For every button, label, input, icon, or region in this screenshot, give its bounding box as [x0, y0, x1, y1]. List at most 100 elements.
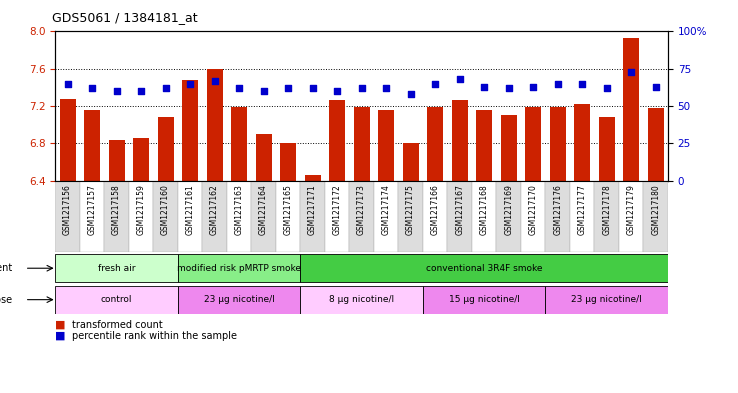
Text: agent: agent — [0, 263, 13, 273]
Bar — [84, 110, 100, 181]
Bar — [202, 181, 227, 252]
Bar — [300, 285, 423, 314]
Point — [454, 76, 466, 83]
Point — [282, 85, 294, 91]
Point — [111, 88, 123, 94]
Point — [430, 81, 441, 87]
Text: 23 μg nicotine/l: 23 μg nicotine/l — [204, 295, 275, 304]
Point — [380, 85, 392, 91]
Text: GSM1217167: GSM1217167 — [455, 184, 464, 235]
Bar — [497, 181, 521, 252]
Text: GSM1217178: GSM1217178 — [602, 184, 611, 235]
Bar — [472, 181, 497, 252]
Text: dose: dose — [0, 295, 13, 305]
Bar — [300, 254, 668, 282]
Bar — [570, 181, 594, 252]
Bar — [594, 181, 619, 252]
Point — [404, 91, 416, 97]
Point — [233, 85, 245, 91]
Text: GSM1217179: GSM1217179 — [627, 184, 635, 235]
Bar — [545, 285, 668, 314]
Text: GSM1217175: GSM1217175 — [406, 184, 415, 235]
Text: ■: ■ — [55, 331, 69, 341]
Bar — [329, 99, 345, 181]
Text: GSM1217173: GSM1217173 — [357, 184, 366, 235]
Bar — [129, 181, 154, 252]
Text: GSM1217169: GSM1217169 — [504, 184, 513, 235]
Bar — [55, 254, 178, 282]
Text: GSM1217177: GSM1217177 — [578, 184, 587, 235]
Point — [331, 88, 343, 94]
Bar — [158, 117, 173, 181]
Bar — [252, 181, 276, 252]
Bar — [599, 117, 615, 181]
Bar — [423, 285, 545, 314]
Bar — [133, 138, 149, 181]
Text: GSM1217170: GSM1217170 — [528, 184, 537, 235]
Point — [576, 81, 588, 87]
Bar — [178, 254, 300, 282]
Bar — [500, 116, 517, 181]
Bar — [423, 181, 447, 252]
Bar — [403, 143, 418, 181]
Bar — [231, 107, 247, 181]
Bar — [325, 181, 349, 252]
Text: GSM1217163: GSM1217163 — [235, 184, 244, 235]
Bar — [255, 134, 272, 181]
Bar — [178, 285, 300, 314]
Point — [258, 88, 269, 94]
Bar — [525, 107, 541, 181]
Text: GSM1217159: GSM1217159 — [137, 184, 145, 235]
Bar — [276, 181, 300, 252]
Text: GSM1217157: GSM1217157 — [88, 184, 97, 235]
Text: GSM1217180: GSM1217180 — [651, 184, 660, 235]
Bar — [305, 175, 320, 181]
Bar — [447, 181, 472, 252]
Bar — [374, 181, 399, 252]
Point — [649, 84, 661, 90]
Text: GSM1217171: GSM1217171 — [308, 184, 317, 235]
Point — [159, 85, 171, 91]
Bar — [154, 181, 178, 252]
Text: GSM1217168: GSM1217168 — [480, 184, 489, 235]
Bar — [644, 181, 668, 252]
Point — [356, 85, 368, 91]
Text: GSM1217165: GSM1217165 — [283, 184, 292, 235]
Bar — [227, 181, 252, 252]
Text: modified risk pMRTP smoke: modified risk pMRTP smoke — [177, 264, 301, 273]
Bar — [55, 181, 80, 252]
Point — [135, 88, 147, 94]
Text: 8 μg nicotine/l: 8 μg nicotine/l — [329, 295, 394, 304]
Text: percentile rank within the sample: percentile rank within the sample — [72, 331, 237, 341]
Point — [625, 69, 637, 75]
Bar — [182, 80, 198, 181]
Bar — [378, 110, 394, 181]
Text: GSM1217174: GSM1217174 — [382, 184, 390, 235]
Bar — [280, 143, 296, 181]
Text: conventional 3R4F smoke: conventional 3R4F smoke — [426, 264, 542, 273]
Point — [307, 85, 319, 91]
Bar — [300, 181, 325, 252]
Bar — [55, 285, 178, 314]
Text: control: control — [101, 295, 132, 304]
Bar — [476, 110, 492, 181]
Bar — [545, 181, 570, 252]
Text: GSM1217161: GSM1217161 — [186, 184, 195, 235]
Text: GSM1217158: GSM1217158 — [112, 184, 121, 235]
Bar — [648, 108, 663, 181]
Bar — [207, 69, 223, 181]
Text: GSM1217160: GSM1217160 — [161, 184, 170, 235]
Bar — [178, 181, 202, 252]
Point — [478, 84, 490, 90]
Bar — [399, 181, 423, 252]
Text: GSM1217166: GSM1217166 — [431, 184, 440, 235]
Bar — [427, 107, 443, 181]
Text: transformed count: transformed count — [72, 320, 162, 330]
Text: GSM1217162: GSM1217162 — [210, 184, 219, 235]
Bar — [80, 181, 104, 252]
Text: ■: ■ — [55, 320, 69, 330]
Text: GSM1217164: GSM1217164 — [259, 184, 268, 235]
Bar — [104, 181, 129, 252]
Bar — [619, 181, 644, 252]
Point — [86, 85, 98, 91]
